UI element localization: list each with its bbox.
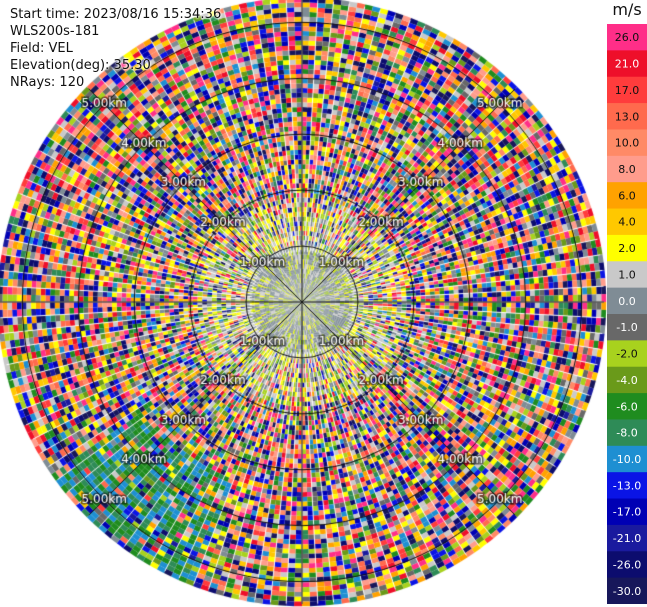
- colorbar-swatch: [607, 393, 647, 420]
- colorbar-tick-label: 21.0: [615, 58, 640, 71]
- colorbar-swatch: [607, 314, 647, 341]
- colorbar: 26.0 21.0 17.0 13.0 10.0 8.0 6.0 4.0 2.0 1.0 0.0 -1…: [607, 24, 647, 604]
- colorbar-swatch: [607, 366, 647, 394]
- colorbar-swatch: [607, 208, 647, 236]
- colorbar-tick-label: -26.0: [613, 558, 641, 571]
- colorbar-tick-label: 2.0: [618, 242, 636, 255]
- elevation-label: Elevation(deg): 35.30: [10, 58, 151, 73]
- colorbar-tick-label: 1.0: [618, 268, 636, 281]
- colorbar-tick-label: -6.0: [616, 400, 637, 413]
- colorbar-swatch: [607, 103, 647, 130]
- colorbar-tick-label: 26.0: [615, 31, 640, 44]
- colorbar-swatch: [607, 155, 647, 183]
- plot-header: Start time: 2023/08/16 15:34:36 WLS200s-…: [10, 6, 221, 91]
- colorbar-unit: m/s: [612, 0, 642, 19]
- colorbar-swatch: [607, 551, 647, 579]
- colorbar-swatch: [607, 182, 647, 210]
- colorbar-swatch: [607, 340, 647, 368]
- colorbar-tick-label: -8.0: [616, 427, 637, 440]
- colorbar-tick-label: -21.0: [613, 532, 641, 545]
- colorbar-swatch: [607, 76, 647, 104]
- colorbar-swatch: [607, 261, 647, 289]
- colorbar-swatch: [607, 234, 647, 262]
- field-label: Field: VEL: [10, 41, 73, 56]
- colorbar-tick-label: -13.0: [613, 479, 641, 492]
- ppi-radar-plot: [0, 0, 607, 607]
- colorbar-tick-label: 6.0: [618, 189, 636, 202]
- colorbar-tick-label: -10.0: [613, 453, 641, 466]
- colorbar-swatch: [607, 445, 647, 473]
- nrays-label: NRays: 120: [10, 75, 85, 90]
- colorbar-swatch: [607, 577, 647, 604]
- colorbar-tick-label: 0.0: [618, 295, 636, 308]
- start-time-label: Start time: 2023/08/16 15:34:36: [10, 7, 222, 22]
- colorbar-tick-label: -17.0: [613, 506, 641, 519]
- colorbar-tick-label: 13.0: [615, 110, 640, 123]
- colorbar-swatch: [607, 24, 647, 51]
- colorbar-tick-label: -2.0: [616, 348, 637, 361]
- colorbar-swatch: [607, 129, 647, 157]
- colorbar-tick-label: 4.0: [618, 216, 636, 229]
- colorbar-tick-label: -4.0: [616, 374, 637, 387]
- colorbar-tick-label: -30.0: [613, 585, 641, 598]
- instrument-label: WLS200s-181: [10, 24, 100, 39]
- colorbar-swatch: [607, 50, 647, 78]
- colorbar-swatch: [607, 524, 647, 552]
- colorbar-tick-label: -1.0: [616, 321, 637, 334]
- colorbar-tick-label: 8.0: [618, 163, 636, 176]
- colorbar-swatch: [607, 419, 647, 447]
- colorbar-swatch: [607, 287, 647, 315]
- colorbar-swatch: [607, 498, 647, 526]
- colorbar-tick-label: 17.0: [615, 84, 640, 97]
- colorbar-swatch: [607, 472, 647, 500]
- colorbar-tick-label: 10.0: [615, 137, 640, 150]
